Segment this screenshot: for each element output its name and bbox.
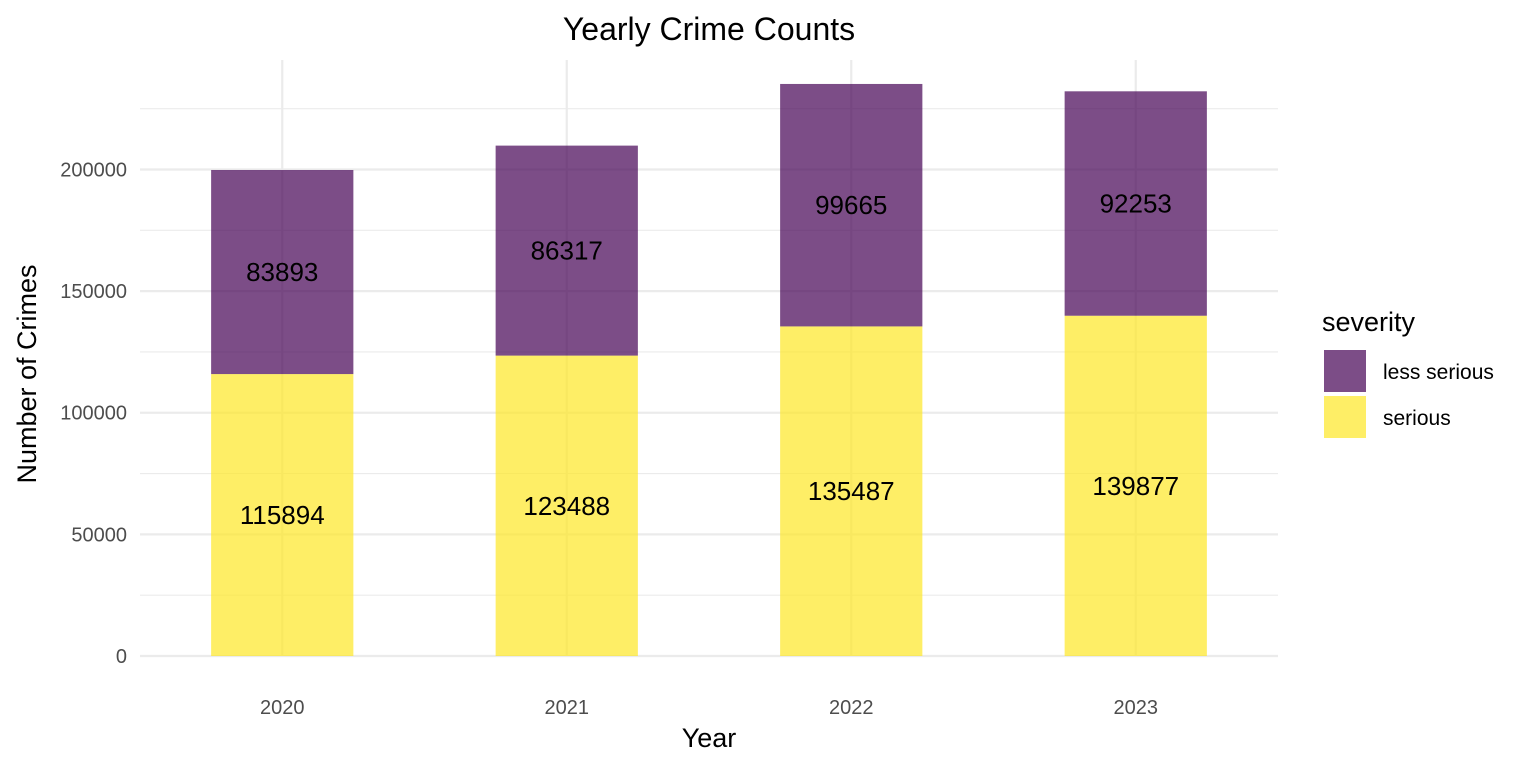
bar-segment <box>495 355 638 656</box>
chart-title: Yearly Crime Counts <box>563 11 855 47</box>
bar-segment <box>780 83 923 327</box>
bar-value-label: 86317 <box>531 236 603 266</box>
legend-label: serious <box>1383 407 1451 430</box>
bar-value-label: 99665 <box>815 190 887 220</box>
data-labels: 115894 83893 123488 86317 135487 99665 139877 9… <box>240 189 1179 531</box>
bars <box>211 83 1207 656</box>
x-tick-label: 2022 <box>829 697 874 719</box>
legend-key <box>1324 396 1366 438</box>
x-tick-label: 2020 <box>260 697 305 719</box>
bar-segment <box>780 326 923 656</box>
bar-segment <box>495 145 638 356</box>
y-tick-label: 200000 <box>60 159 127 181</box>
legend: severity less serious serious <box>1322 307 1494 438</box>
bar-value-label: 92253 <box>1100 189 1172 219</box>
bar-value-label: 115894 <box>240 500 325 530</box>
bar-value-label: 135487 <box>808 476 895 506</box>
y-axis-title: Number of Crimes <box>12 264 42 483</box>
y-tick-label: 0 <box>116 646 127 668</box>
x-axis-title: Year <box>682 723 737 753</box>
y-tick-label: 50000 <box>71 524 127 546</box>
legend-label: less serious <box>1383 361 1494 384</box>
bar-segment <box>1064 91 1207 316</box>
legend-key <box>1324 350 1366 392</box>
bar-value-label: 123488 <box>523 491 610 521</box>
bar-segment <box>211 169 354 375</box>
x-tick-label: 2021 <box>545 697 590 719</box>
bar-value-label: 139877 <box>1092 471 1179 501</box>
axis-ticks: 0 50000 100000 150000 200000 2020 2021 2022 2023 <box>60 159 1158 719</box>
bar-segment <box>211 374 354 656</box>
x-tick-label: 2023 <box>1114 697 1159 719</box>
y-tick-label: 100000 <box>60 403 127 425</box>
legend-title: severity <box>1322 307 1416 337</box>
bar-value-label: 83893 <box>246 257 318 287</box>
bar-segment <box>1064 315 1207 656</box>
y-tick-label: 150000 <box>60 281 127 303</box>
